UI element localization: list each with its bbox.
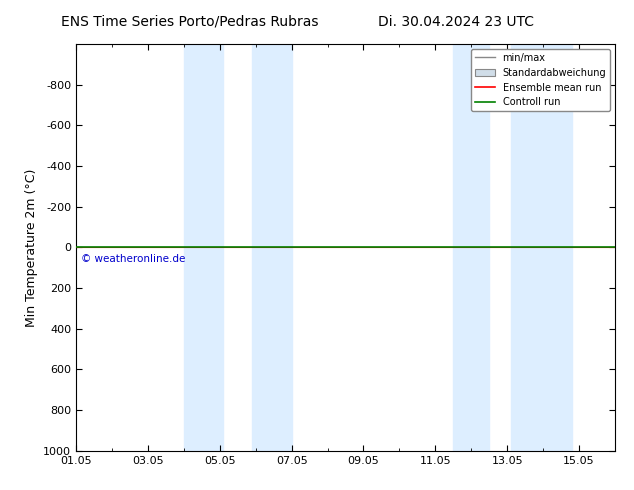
Bar: [252, 44, 292, 451]
Bar: [511, 44, 572, 451]
Text: © weatheronline.de: © weatheronline.de: [81, 253, 186, 264]
Text: Di. 30.04.2024 23 UTC: Di. 30.04.2024 23 UTC: [378, 15, 534, 29]
Legend: min/max, Standardabweichung, Ensemble mean run, Controll run: min/max, Standardabweichung, Ensemble me…: [472, 49, 610, 111]
Y-axis label: Min Temperature 2m (°C): Min Temperature 2m (°C): [25, 168, 37, 327]
Text: ENS Time Series Porto/Pedras Rubras: ENS Time Series Porto/Pedras Rubras: [61, 15, 319, 29]
Bar: [453, 44, 489, 451]
Bar: [184, 44, 223, 451]
